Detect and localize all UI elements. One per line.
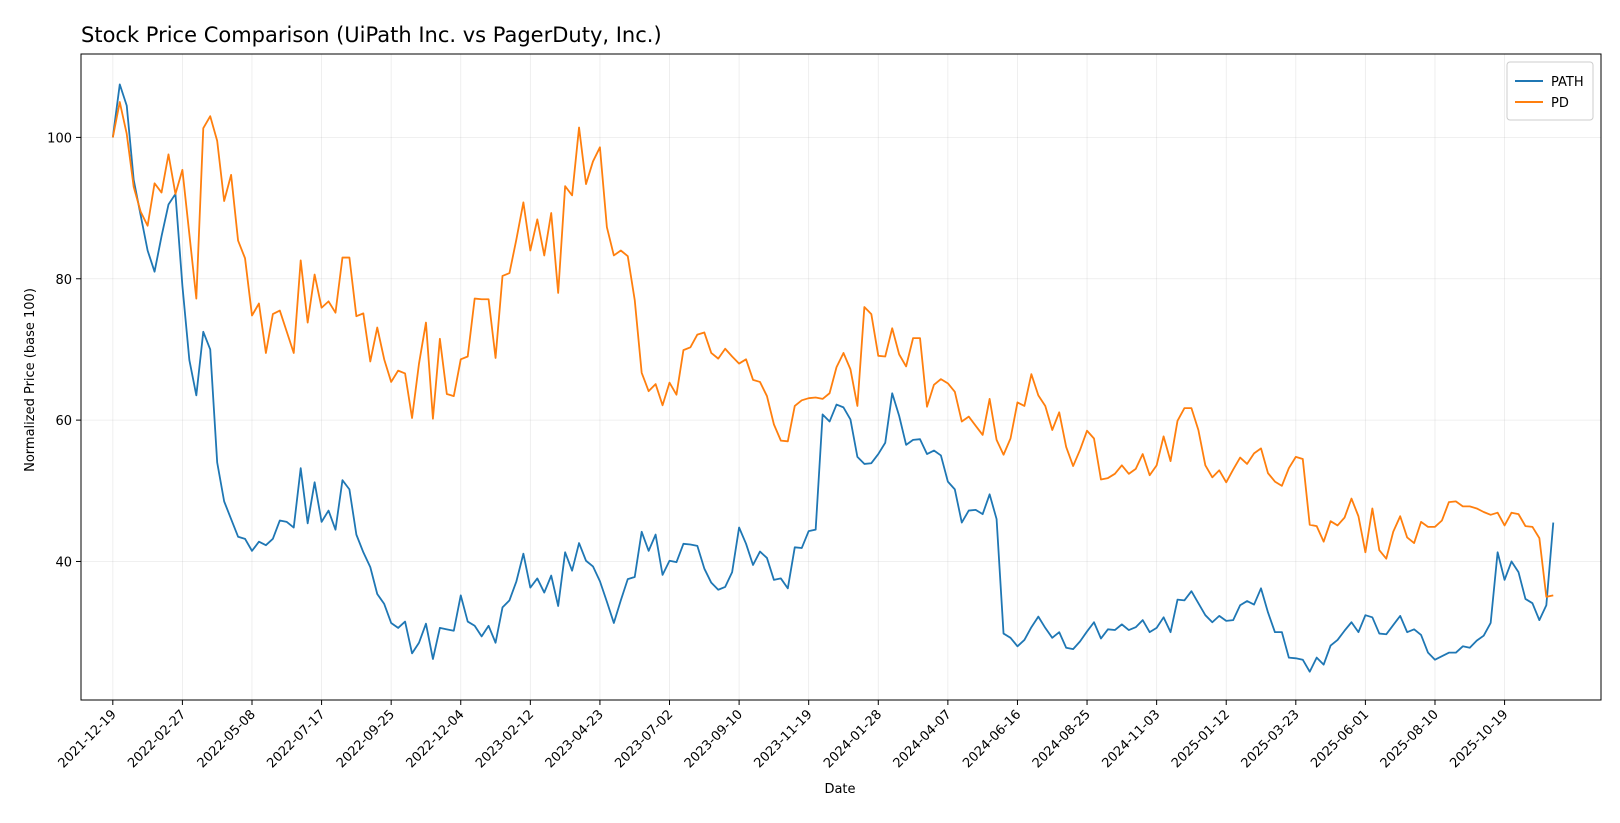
x-tick-label: 2025-06-01 bbox=[1308, 707, 1372, 771]
x-tick-label: 2025-10-19 bbox=[1447, 707, 1511, 771]
x-tick-label: 2022-09-25 bbox=[334, 707, 398, 771]
x-tick-label: 2022-02-27 bbox=[125, 707, 189, 771]
y-tick-label: 60 bbox=[55, 414, 72, 429]
x-tick-label: 2023-11-19 bbox=[751, 707, 815, 771]
x-tick-label: 2022-07-17 bbox=[264, 707, 328, 771]
y-tick-label: 100 bbox=[47, 131, 72, 146]
chart-title: Stock Price Comparison (UiPath Inc. vs P… bbox=[81, 23, 662, 47]
x-tick-label: 2022-05-08 bbox=[195, 707, 259, 771]
x-tick-label: 2024-01-28 bbox=[821, 707, 885, 771]
chart-legend: PATH PD bbox=[1506, 61, 1594, 121]
legend-label-pd: PD bbox=[1551, 96, 1569, 111]
x-tick-label: 2024-11-03 bbox=[1099, 707, 1163, 771]
x-tick-label: 2021-12-19 bbox=[56, 707, 120, 771]
series-lines bbox=[111, 83, 1555, 673]
y-axis-label: Normalized Price (base 100) bbox=[23, 288, 38, 472]
x-tick-label: 2023-09-10 bbox=[682, 707, 746, 771]
x-tick-label: 2024-06-16 bbox=[960, 707, 1024, 771]
x-tick-label: 2025-03-23 bbox=[1239, 707, 1303, 771]
series-line-path bbox=[111, 83, 1555, 673]
x-tick-label: 2023-04-23 bbox=[543, 707, 607, 771]
series-line-pd bbox=[111, 101, 1554, 598]
y-tick-label: 40 bbox=[55, 555, 72, 570]
grid-lines bbox=[81, 54, 1601, 700]
x-tick-label: 2023-07-02 bbox=[612, 707, 676, 771]
legend-label-path: PATH bbox=[1551, 75, 1584, 90]
x-tick-label: 2022-12-04 bbox=[404, 707, 468, 771]
x-tick-label: 2025-01-12 bbox=[1169, 707, 1233, 771]
x-tick-label: 2024-08-25 bbox=[1030, 707, 1094, 771]
x-tick-label: 2024-04-07 bbox=[891, 707, 955, 771]
plot-area-frame bbox=[80, 53, 1602, 701]
y-tick-label: 80 bbox=[55, 273, 72, 288]
x-axis-label: Date bbox=[824, 782, 855, 797]
x-tick-label: 2025-08-10 bbox=[1378, 707, 1442, 771]
x-tick-label: 2023-02-12 bbox=[473, 707, 537, 771]
legend-frame bbox=[1506, 61, 1594, 121]
